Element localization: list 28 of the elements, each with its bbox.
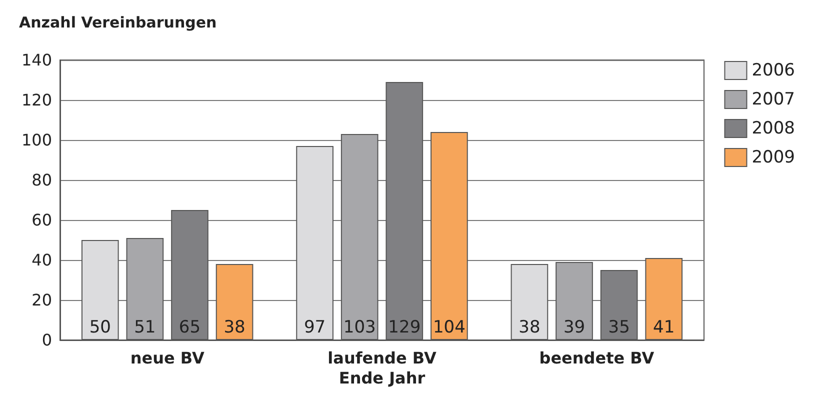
x-tick-label: beendete BV [539,348,655,368]
legend-label: 2008 [752,118,795,138]
y-tick-label: 80 [32,170,52,190]
y-tick-label: 60 [32,210,52,230]
data-label: 50 [89,318,111,338]
legend-label: 2009 [752,148,795,168]
y-tick-label: 0 [42,330,52,350]
data-label: 103 [343,318,376,338]
data-label: 104 [432,318,466,338]
data-label: 41 [653,318,675,338]
data-label: 129 [388,318,421,338]
legend-label: 2006 [752,60,795,80]
y-tick-label: 140 [21,50,52,70]
data-label: 38 [518,318,540,338]
data-label: 51 [134,318,156,338]
y-axis-title: Anzahl Vereinbarungen [19,14,217,32]
data-label: 35 [608,318,630,338]
x-tick-label: laufende BV Ende Jahr [328,348,437,388]
y-tick-label: 20 [32,290,52,310]
x-tick-label: neue BV [130,348,205,368]
y-tick-label: 100 [21,130,52,150]
data-label: 97 [304,318,326,338]
data-label: 65 [178,318,201,338]
y-tick-label: 40 [32,250,52,270]
legend-label: 2007 [752,90,795,110]
data-label: 38 [224,318,246,338]
data-label: 39 [563,318,586,338]
y-tick-label: 120 [21,90,52,110]
